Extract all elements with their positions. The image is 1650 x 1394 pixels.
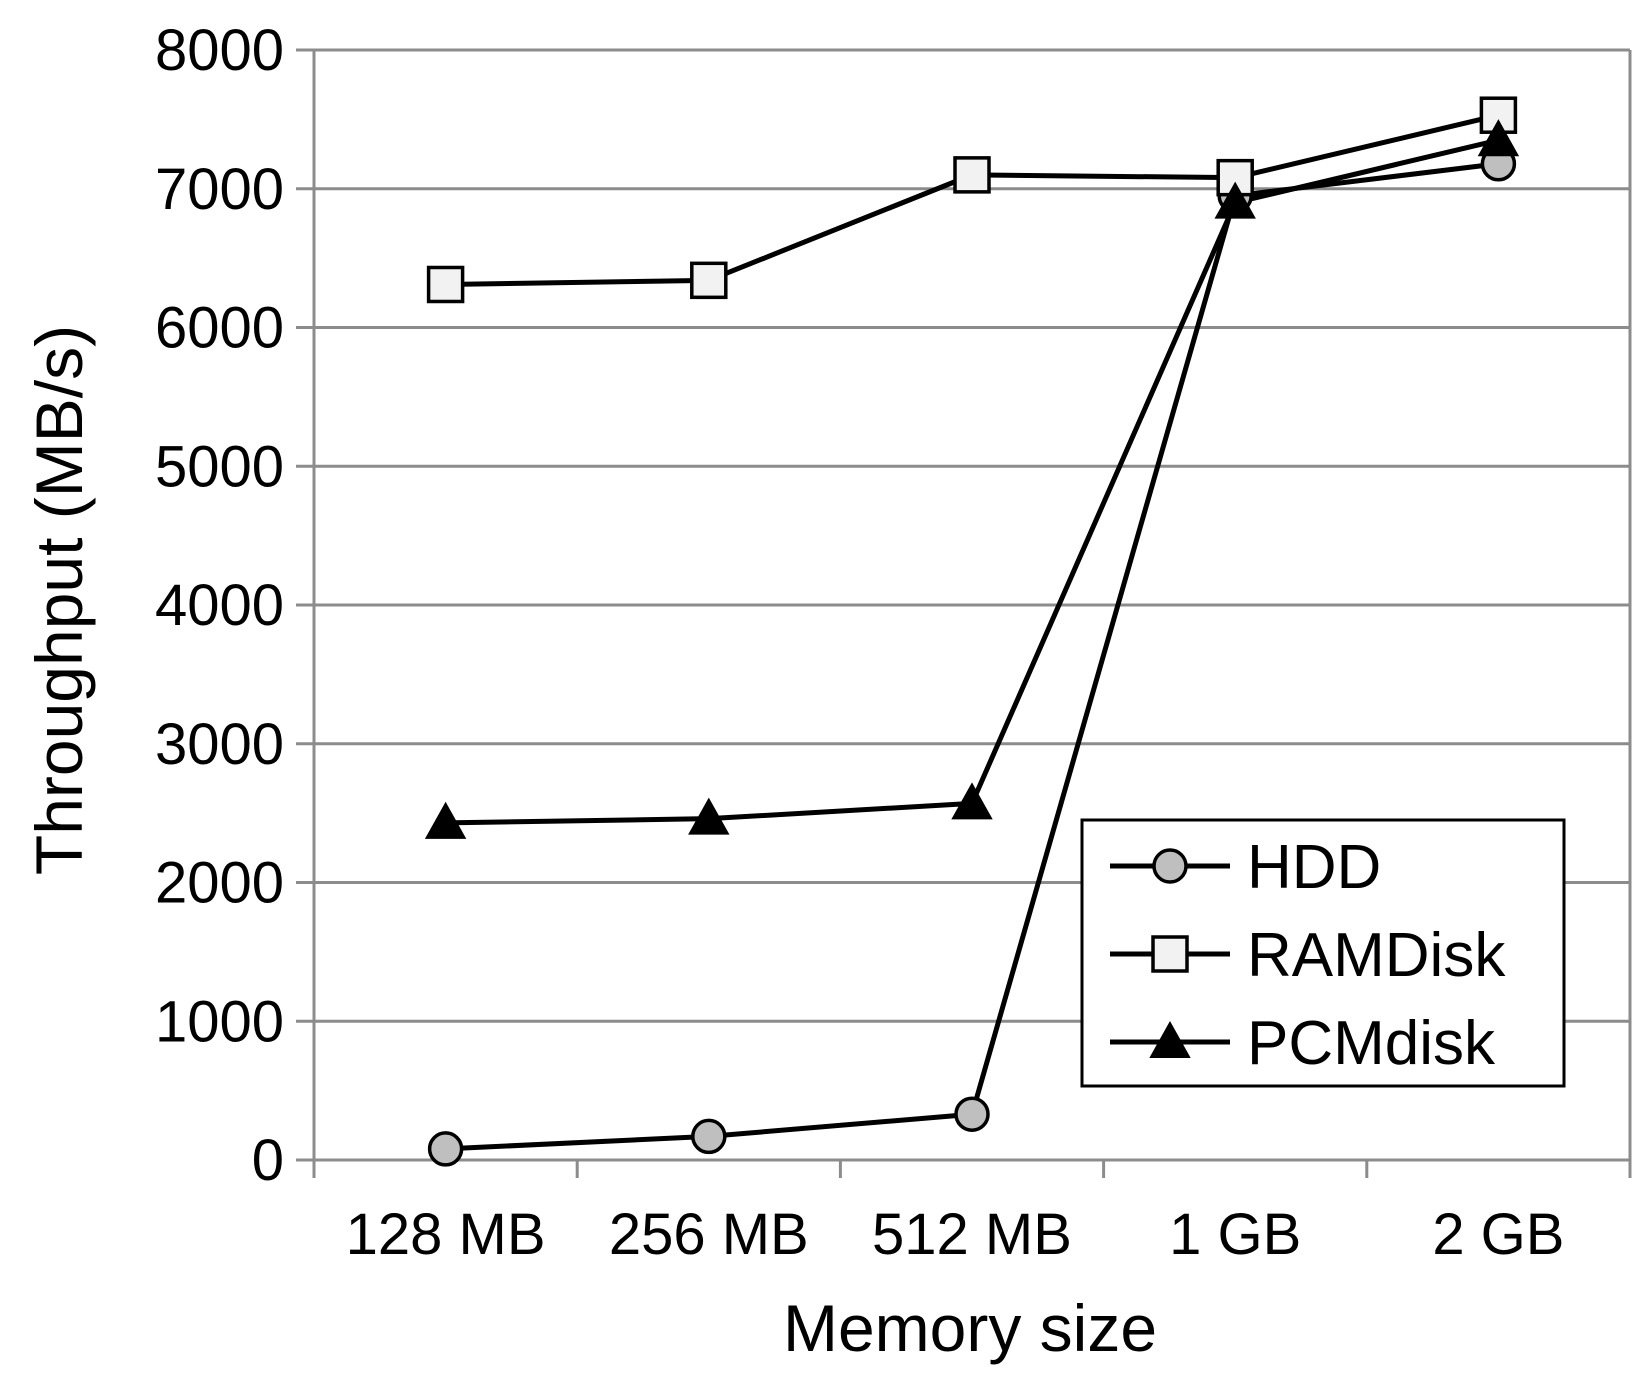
y-tick-label: 6000 — [155, 296, 284, 361]
legend-marker-hdd — [1152, 848, 1188, 884]
legend-label: HDD — [1247, 833, 1381, 902]
data-point-hdd — [427, 1131, 464, 1167]
y-tick-label: 0 — [252, 1128, 284, 1193]
data-point-hdd — [954, 1096, 990, 1132]
series-line-ramdisk — [445, 112, 1499, 287]
x-tick-labels: 128 MB 256 MB 512 MB 1 GB 2 GB — [346, 1202, 1565, 1267]
axes — [296, 48, 1632, 1178]
y-tick-label: 7000 — [155, 157, 284, 222]
data-point-pcmdisk — [424, 801, 467, 839]
legend-label: PCMdisk — [1247, 1009, 1496, 1078]
data-point-pcmdisk — [688, 797, 730, 835]
x-tick-label: 128 MB — [346, 1202, 546, 1267]
y-tick-label: 1000 — [155, 989, 284, 1054]
gridlines — [314, 48, 1630, 1023]
legend-marker-ramdisk — [1151, 935, 1189, 973]
y-axis-title: Throughput (MB/s) — [22, 325, 96, 875]
y-tick-label: 4000 — [155, 573, 284, 638]
data-point-ramdisk — [426, 265, 465, 304]
data-point-ramdisk — [953, 156, 991, 194]
y-tick-label: 2000 — [155, 851, 284, 916]
x-tick-label: 256 MB — [609, 1202, 809, 1267]
series-line-pcmdisk — [445, 137, 1499, 826]
y-tick-label: 3000 — [155, 712, 284, 777]
y-tick-labels: 0 1000 2000 3000 4000 5000 6000 7000 8000 — [155, 18, 284, 1193]
x-tick-label: 1 GB — [1169, 1202, 1301, 1267]
legend-label: RAMDisk — [1247, 921, 1506, 990]
series-group — [424, 96, 1520, 1167]
data-point-hdd — [691, 1118, 727, 1155]
legend: HDD RAMDisk PCMdisk — [1080, 818, 1566, 1088]
data-point-pcmdisk — [1214, 181, 1256, 219]
y-tick-label: 5000 — [155, 434, 284, 499]
data-point-pcmdisk — [951, 782, 993, 820]
x-axis-title: Memory size — [783, 1291, 1157, 1365]
data-point-pcmdisk — [1477, 119, 1520, 157]
y-tick-label: 8000 — [155, 18, 284, 83]
legend-marker-pcmdisk — [1149, 1020, 1191, 1058]
x-tick-label: 2 GB — [1432, 1202, 1564, 1267]
x-tick-label: 512 MB — [872, 1202, 1072, 1267]
data-point-ramdisk — [690, 261, 728, 300]
